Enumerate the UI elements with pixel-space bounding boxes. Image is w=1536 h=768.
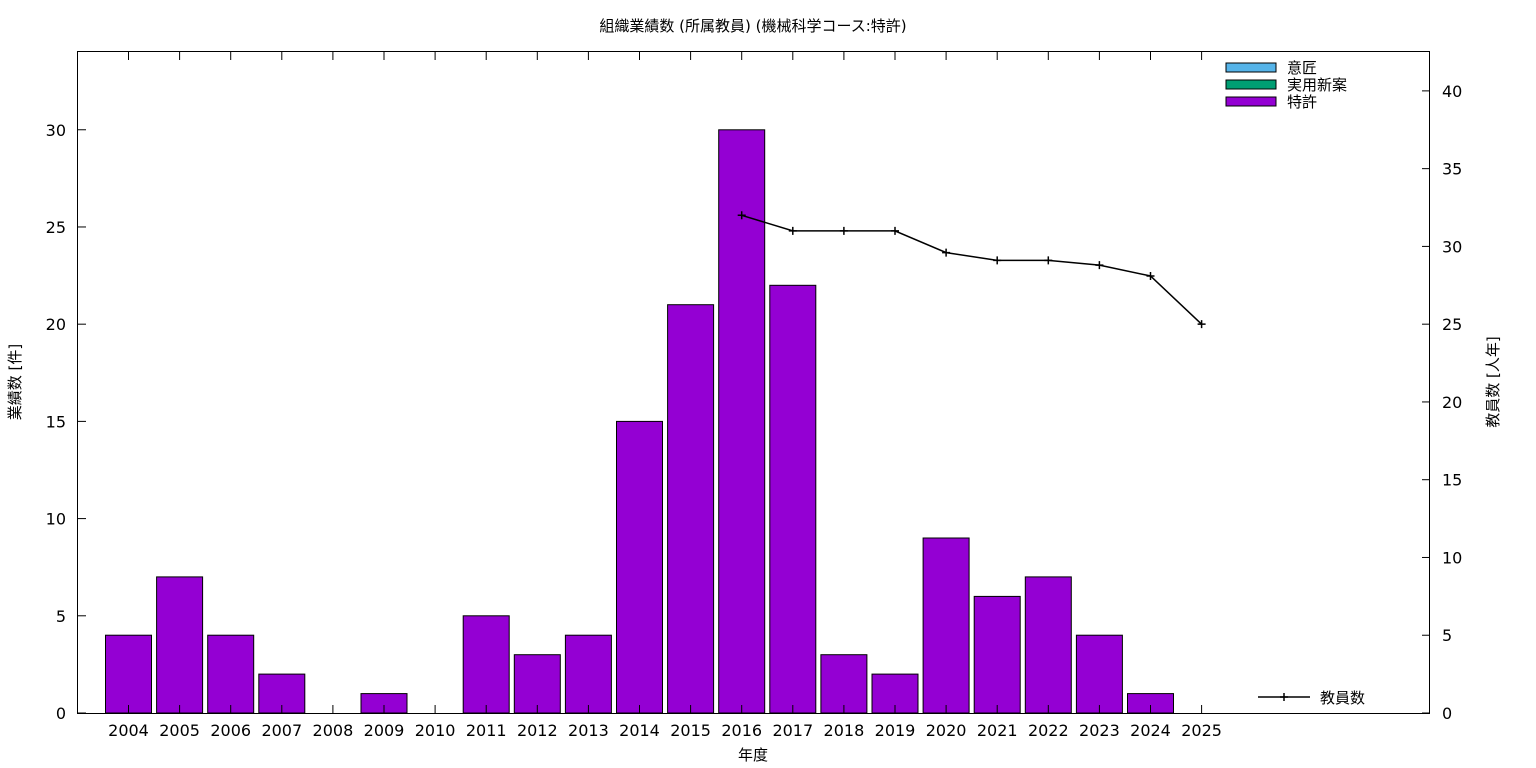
faculty-point-2021: [993, 256, 1002, 265]
y2-tick-label-25: 25: [1442, 315, 1462, 334]
y-tick-label-30: 30: [46, 121, 66, 140]
x-tick-label-2015: 2015: [670, 721, 711, 740]
y-tick-label-15: 15: [46, 412, 66, 431]
y2-tick-label-35: 35: [1442, 160, 1462, 179]
faculty-point-2024: [1146, 271, 1155, 280]
x-tick-label-2016: 2016: [721, 721, 762, 740]
y2-tick-label-10: 10: [1442, 548, 1462, 567]
x-tick-label-2004: 2004: [108, 721, 149, 740]
x-tick-label-2007: 2007: [261, 721, 302, 740]
line-group: [737, 211, 1206, 329]
faculty-line: [741, 214, 1203, 325]
bar-2020-series-2: [922, 537, 970, 714]
x-tick-label-2024: 2024: [1130, 721, 1171, 740]
x-tick-label-2023: 2023: [1079, 721, 1120, 740]
y-axis-label: 業績数 [件]: [6, 344, 24, 420]
bar-group: [105, 129, 1174, 714]
x-tick-label-2017: 2017: [772, 721, 813, 740]
x-tick-label-2021: 2021: [977, 721, 1018, 740]
x-tick-label-2022: 2022: [1028, 721, 1069, 740]
x-tick-label-2008: 2008: [313, 721, 354, 740]
bar-2022-series-2: [1024, 576, 1072, 714]
bar-2023-series-2: [1075, 634, 1123, 714]
legend-swatch-2: [1225, 96, 1277, 107]
x-tick-label-2013: 2013: [568, 721, 609, 740]
bar-2015-series-2: [667, 304, 715, 714]
y2-tick-label-0: 0: [1442, 704, 1452, 723]
x-tick-label-2025: 2025: [1181, 721, 1222, 740]
bar-2013-series-2: [564, 634, 612, 714]
x-tick-label-2018: 2018: [824, 721, 865, 740]
bar-2021-series-2: [973, 595, 1021, 714]
faculty-point-2019: [891, 226, 899, 235]
bar-2004-series-2: [105, 634, 152, 714]
legend-swatch-0: [1225, 62, 1277, 73]
x-tick-label-2019: 2019: [875, 721, 916, 740]
x-axis-label: 年度: [738, 746, 768, 764]
x-tick-label-2011: 2011: [466, 721, 507, 740]
y2-tick-label-40: 40: [1442, 82, 1462, 101]
y2-tick-label-20: 20: [1442, 393, 1462, 412]
bar-2016-series-2: [718, 129, 766, 714]
legend-label-0: 意匠: [1287, 59, 1317, 77]
x-tick-label-2010: 2010: [415, 721, 456, 740]
y-tick-label-25: 25: [46, 218, 66, 237]
y2-tick-label-15: 15: [1442, 471, 1462, 490]
bar-2005-series-2: [156, 576, 204, 714]
bar-2012-series-2: [513, 654, 561, 714]
x-tick-label-2005: 2005: [159, 721, 200, 740]
tick-group: 2004 2005 2006 2007 2008 2009 2010 2011 2012 2013…: [46, 52, 1462, 740]
y-tick-label-5: 5: [56, 607, 66, 626]
faculty-point-2018: [839, 226, 848, 235]
bar-2018-series-2: [820, 654, 868, 714]
faculty-point-2016: [737, 211, 746, 220]
x-tick-label-2020: 2020: [926, 721, 967, 740]
y-tick-label-20: 20: [46, 315, 66, 334]
plot-frame: [77, 51, 1430, 714]
legend-label-1: 実用新案: [1287, 76, 1347, 94]
line-legend-marker: [1280, 693, 1288, 701]
faculty-point-2023: [1095, 261, 1104, 270]
legend-label-2: 特許: [1287, 93, 1317, 111]
faculty-point-2025: [1197, 320, 1206, 329]
bar-2006-series-2: [207, 634, 255, 714]
bar-2011-series-2: [462, 615, 510, 714]
x-tick-label-2009: 2009: [364, 721, 405, 740]
y2-tick-label-5: 5: [1442, 626, 1452, 645]
legend-swatch-1: [1225, 79, 1277, 90]
line-legend-label: 教員数: [1320, 689, 1365, 707]
faculty-point-2017: [788, 226, 797, 235]
bar-2017-series-2: [769, 284, 817, 714]
y-tick-label-0: 0: [56, 704, 66, 723]
faculty-point-2020: [942, 248, 951, 257]
y-tick-label-10: 10: [46, 510, 66, 529]
faculty-point-2022: [1044, 256, 1053, 265]
bar-2014-series-2: [616, 420, 663, 714]
y2-tick-label-30: 30: [1442, 237, 1462, 256]
x-tick-label-2006: 2006: [210, 721, 251, 740]
line-legend: 教員数: [1258, 689, 1365, 707]
chart-title: 組織業績数 (所属教員) (機械科学コース:特許): [599, 17, 906, 35]
x-tick-label-2014: 2014: [619, 721, 660, 740]
x-tick-label-2012: 2012: [517, 721, 558, 740]
y2-axis-label: 教員数 [人年]: [1484, 336, 1502, 427]
